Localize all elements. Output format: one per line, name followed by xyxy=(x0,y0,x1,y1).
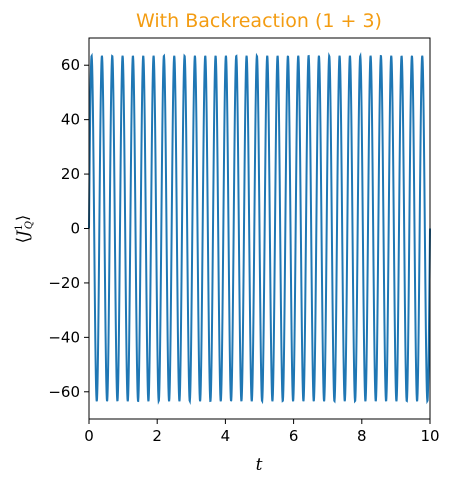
y-tick-label: 40 xyxy=(61,111,80,129)
y-tick-label: −20 xyxy=(48,274,80,292)
x-tick-label: 8 xyxy=(357,427,367,445)
x-axis: 0 2 4 6 8 10 xyxy=(84,419,440,445)
x-tick-label: 2 xyxy=(152,427,162,445)
y-axis: 60 40 20 0 −20 −40 −60 xyxy=(48,56,89,401)
series-layer xyxy=(88,52,431,405)
y-axis-label-group: ⟨J1Q⟩ xyxy=(13,215,35,244)
y-tick-label: 60 xyxy=(61,56,80,74)
x-axis-label: t xyxy=(256,455,263,475)
y-axis-label: ⟨J1Q⟩ xyxy=(13,215,35,244)
x-tick-label: 0 xyxy=(84,427,94,445)
x-tick-label: 4 xyxy=(221,427,231,445)
plot-area xyxy=(88,37,431,420)
x-tick-label: 10 xyxy=(420,427,439,445)
chart-title: With Backreaction (1 + 3) xyxy=(136,10,382,32)
y-tick-label: −40 xyxy=(48,328,80,346)
y-tick-label: −60 xyxy=(48,383,80,401)
x-tick-label: 6 xyxy=(289,427,299,445)
series-line xyxy=(88,52,431,405)
y-tick-label: 0 xyxy=(70,220,80,238)
y-tick-label: 20 xyxy=(61,165,80,183)
